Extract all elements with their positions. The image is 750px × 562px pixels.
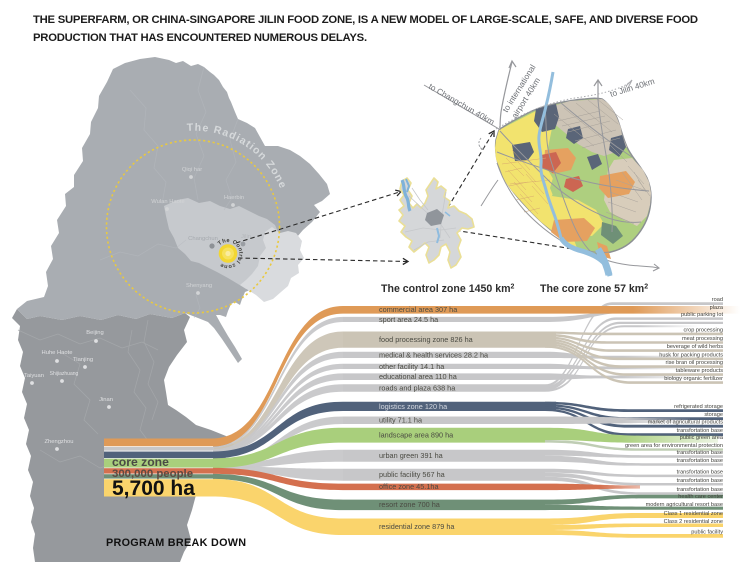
svg-text:THE SUPERFARM, OR CHINA-SINGAP: THE SUPERFARM, OR CHINA-SINGAPORE JILIN … xyxy=(33,14,698,26)
svg-text:transfortation base: transfortation base xyxy=(677,478,723,484)
svg-text:meat processing: meat processing xyxy=(682,336,723,342)
svg-text:urban green 391 ha: urban green 391 ha xyxy=(379,451,444,460)
svg-text:to Changchun 40km: to Changchun 40km xyxy=(427,81,496,127)
svg-text:Shenyang: Shenyang xyxy=(186,283,212,289)
svg-text:public parking lot: public parking lot xyxy=(681,312,723,318)
svg-text:modern agricultural resort bas: modern agricultural resort base xyxy=(646,502,723,508)
svg-text:core zone: core zone xyxy=(112,455,169,469)
svg-text:Jinan: Jinan xyxy=(99,397,113,403)
svg-text:Taiyuan: Taiyuan xyxy=(24,373,44,379)
svg-text:Zhengzhou: Zhengzhou xyxy=(44,439,73,445)
svg-text:green area for environmental p: green area for environmental protection xyxy=(625,443,723,449)
svg-text:landscape area 890 ha: landscape area 890 ha xyxy=(379,431,454,440)
svg-text:tableware products: tableware products xyxy=(676,368,723,374)
svg-text:The control zone 1450 km2: The control zone 1450 km2 xyxy=(381,283,515,295)
svg-text:Huhe Haote: Huhe Haote xyxy=(42,350,73,356)
svg-text:transfortation base: transfortation base xyxy=(677,487,723,493)
svg-text:public facility: public facility xyxy=(691,530,723,536)
svg-text:Class 1 residential zone: Class 1 residential zone xyxy=(664,511,723,517)
svg-text:Class 2 residential zone: Class 2 residential zone xyxy=(664,519,723,525)
svg-text:Changchun: Changchun xyxy=(188,236,218,242)
svg-text:The core zone 57 km2: The core zone 57 km2 xyxy=(540,283,648,295)
svg-text:roads and plaza 638 ha: roads and plaza 638 ha xyxy=(379,383,456,392)
svg-text:medical & health services 28.2: medical & health services 28.2 ha xyxy=(379,350,489,359)
svg-text:utility 71.1 ha: utility 71.1 ha xyxy=(379,416,423,425)
svg-text:PROGRAM BREAK DOWN: PROGRAM BREAK DOWN xyxy=(106,537,246,549)
svg-text:resort zone 700 ha: resort zone 700 ha xyxy=(379,500,441,509)
svg-text:Jilin: Jilin xyxy=(241,234,251,240)
svg-text:rise bran oil processing: rise bran oil processing xyxy=(665,360,723,366)
svg-text:other facility 14.1 ha: other facility 14.1 ha xyxy=(379,362,445,371)
svg-text:sport area 24.5 ha: sport area 24.5 ha xyxy=(379,315,439,324)
svg-text:public green area: public green area xyxy=(680,435,724,441)
svg-text:logistics zone 120 ha: logistics zone 120 ha xyxy=(379,402,448,411)
svg-text:refrigerated storage: refrigerated storage xyxy=(674,404,723,410)
svg-text:husk for packing products: husk for packing products xyxy=(659,352,723,358)
svg-text:commercial area 307 ha: commercial area 307 ha xyxy=(379,305,458,314)
svg-text:health care center: health care center xyxy=(678,494,723,500)
svg-text:to Jilin 40km: to Jilin 40km xyxy=(609,76,656,99)
svg-text:Tianjing: Tianjing xyxy=(73,357,93,363)
svg-text:residential zone 879 ha: residential zone 879 ha xyxy=(379,522,455,531)
svg-text:Qiqi har: Qiqi har xyxy=(182,167,202,173)
svg-text:Haerbin: Haerbin xyxy=(224,195,244,201)
svg-text:road: road xyxy=(712,297,723,303)
svg-text:Shijiazhuang: Shijiazhuang xyxy=(50,371,79,377)
svg-text:PRODUCTION THAT HAS ENCOUNTERE: PRODUCTION THAT HAS ENCOUNTERED NUMEROUS… xyxy=(33,32,367,44)
svg-text:public facility 567 ha: public facility 567 ha xyxy=(379,470,446,479)
svg-text:plaza: plaza xyxy=(710,305,724,311)
svg-text:crop processing: crop processing xyxy=(684,327,724,333)
svg-text:transfortation base: transfortation base xyxy=(677,428,723,434)
svg-text:transfortation base: transfortation base xyxy=(677,450,723,456)
svg-text:biology organic fertilizer: biology organic fertilizer xyxy=(664,376,723,382)
svg-text:Beijing: Beijing xyxy=(86,330,103,336)
svg-text:Wulan Haote: Wulan Haote xyxy=(151,199,184,205)
svg-text:beverage of wild herbs: beverage of wild herbs xyxy=(667,344,723,350)
svg-text:transfortation base: transfortation base xyxy=(677,458,723,464)
svg-text:food processing zone 826 ha: food processing zone 826 ha xyxy=(379,335,474,344)
svg-text:office zone 45.1ha: office zone 45.1ha xyxy=(379,482,439,491)
svg-text:transfortation base: transfortation base xyxy=(677,469,723,475)
svg-text:market of agricultural product: market of agricultural products xyxy=(648,420,723,426)
svg-text:educational area 110 ha: educational area 110 ha xyxy=(379,372,458,381)
svg-text:5,700 ha: 5,700 ha xyxy=(112,477,195,500)
svg-text:storage: storage xyxy=(704,412,723,418)
svg-text:300,000 people: 300,000 people xyxy=(112,468,193,480)
